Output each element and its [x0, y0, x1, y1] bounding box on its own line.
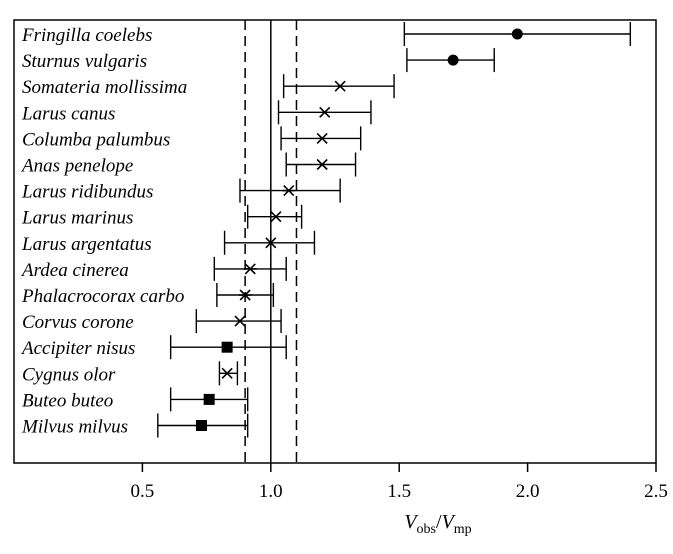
- species-row: Larus marinus: [21, 204, 303, 229]
- species-label: Larus marinus: [21, 208, 133, 229]
- species-label: Phalacrocorax carbo: [21, 286, 184, 307]
- species-label: Somateria mollissima: [22, 77, 187, 98]
- x-axis-label-denominator-subscript: mp: [454, 522, 472, 537]
- species-label: Sturnus vulgaris: [22, 51, 147, 72]
- x-axis-ticks: 0.5 1.0 1.5 2.0 2.5: [131, 463, 668, 502]
- point-marker-cross: [265, 237, 277, 249]
- point-marker-square: [221, 341, 233, 353]
- species-label: Corvus corone: [22, 312, 134, 333]
- x-axis-label-numerator: V: [404, 511, 419, 533]
- reference-lines: [244, 20, 298, 463]
- species-row: Ardea cinerea: [20, 256, 287, 281]
- species-row: Corvus corone: [22, 309, 282, 334]
- species-label: Columba palumbus: [22, 129, 170, 150]
- species-row: Sturnus vulgaris: [22, 48, 495, 73]
- species-label: Anas penelope: [20, 156, 133, 177]
- species-label: Buteo buteo: [22, 390, 113, 411]
- species-row: Larus ridibundus: [21, 178, 341, 203]
- point-marker-asterisk: [243, 263, 257, 275]
- species-label: Larus argentatus: [21, 234, 152, 255]
- x-axis-label-numerator-subscript: obs: [417, 522, 436, 537]
- point-marker-asterisk: [282, 185, 296, 197]
- point-marker-cross: [221, 367, 233, 379]
- species-label: Fringilla coelebs: [21, 25, 152, 46]
- x-tick-label: 1.0: [259, 481, 283, 502]
- species-row: Anas penelope: [20, 152, 357, 177]
- point-marker-circle: [447, 54, 459, 66]
- species-row: Cygnus olor: [22, 361, 239, 386]
- x-tick-label: 1.5: [387, 481, 411, 502]
- point-marker-cross: [270, 211, 282, 223]
- point-marker-cross: [316, 132, 328, 144]
- species-row: Phalacrocorax carbo: [21, 283, 275, 307]
- species-row: Larus argentatus: [21, 230, 316, 255]
- point-marker-square: [195, 420, 207, 431]
- point-marker-cross: [319, 106, 331, 118]
- x-tick-label: 0.5: [131, 481, 155, 502]
- species-row: Accipiter nisus: [20, 335, 287, 360]
- species-label: Accipiter nisus: [20, 338, 135, 359]
- plot-frame: [13, 19, 657, 464]
- species-row: Columba palumbus: [22, 126, 362, 151]
- x-tick-label: 2.5: [644, 481, 668, 502]
- species-label: Ardea cinerea: [20, 260, 129, 281]
- species-label: Larus canus: [21, 103, 115, 124]
- species-row: Somateria mollissima: [22, 74, 395, 99]
- x-axis-label-denominator: V: [442, 511, 457, 533]
- species-row: Fringilla coelebs: [21, 22, 632, 46]
- species-rows: Fringilla coelebs Sturnus vulgaris Somater…: [20, 22, 632, 438]
- point-marker-circle: [511, 28, 523, 40]
- species-row: Larus canus: [21, 100, 372, 125]
- point-marker-asterisk: [238, 289, 252, 301]
- species-label: Larus ridibundus: [21, 182, 153, 203]
- point-marker-square: [203, 393, 215, 405]
- point-marker-cross: [316, 158, 328, 171]
- x-tick-label: 2.0: [516, 481, 540, 502]
- species-row: Milvus milvus: [21, 413, 249, 438]
- species-row: Buteo buteo: [22, 387, 249, 412]
- x-axis-label: Vobs/Vmp: [404, 511, 471, 537]
- species-label: Cygnus olor: [22, 364, 116, 385]
- point-marker-cross: [334, 80, 346, 92]
- species-label: Milvus milvus: [21, 417, 128, 438]
- x-axis-label-separator: /: [436, 511, 442, 533]
- point-marker-cross: [234, 315, 246, 327]
